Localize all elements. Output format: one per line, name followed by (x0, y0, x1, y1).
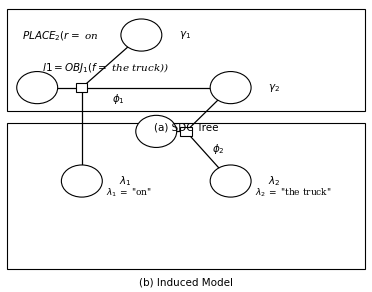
Bar (76, 83, 87, 92)
Text: $\quad\quad l1 = OBJ_1(f = $ the truck)): $\quad\quad l1 = OBJ_1(f = $ the truck)) (22, 61, 170, 75)
FancyBboxPatch shape (7, 9, 365, 111)
Circle shape (17, 72, 58, 104)
Text: $\gamma_1$: $\gamma_1$ (179, 29, 191, 41)
Circle shape (210, 165, 251, 197)
FancyBboxPatch shape (7, 123, 365, 269)
Text: $\phi_2$: $\phi_2$ (212, 142, 225, 156)
Bar (180, 127, 192, 136)
Text: $\lambda_1$: $\lambda_1$ (119, 174, 132, 188)
Circle shape (210, 72, 251, 104)
Text: $\gamma_2$: $\gamma_2$ (268, 81, 280, 94)
Circle shape (121, 19, 162, 51)
Circle shape (61, 165, 102, 197)
Text: $PLACE_2(r = $ on: $PLACE_2(r = $ on (22, 29, 99, 43)
Text: $\lambda_2$: $\lambda_2$ (268, 174, 280, 188)
Text: $\lambda_1\,=$ "on": $\lambda_1\,=$ "on" (106, 187, 152, 199)
Text: $\lambda_2\,=$ "the truck": $\lambda_2\,=$ "the truck" (255, 187, 331, 199)
Text: (a) SDC Tree: (a) SDC Tree (154, 123, 218, 133)
Circle shape (136, 115, 177, 147)
Text: (b) Induced Model: (b) Induced Model (139, 277, 233, 287)
Text: $\phi_1$: $\phi_1$ (112, 92, 124, 106)
